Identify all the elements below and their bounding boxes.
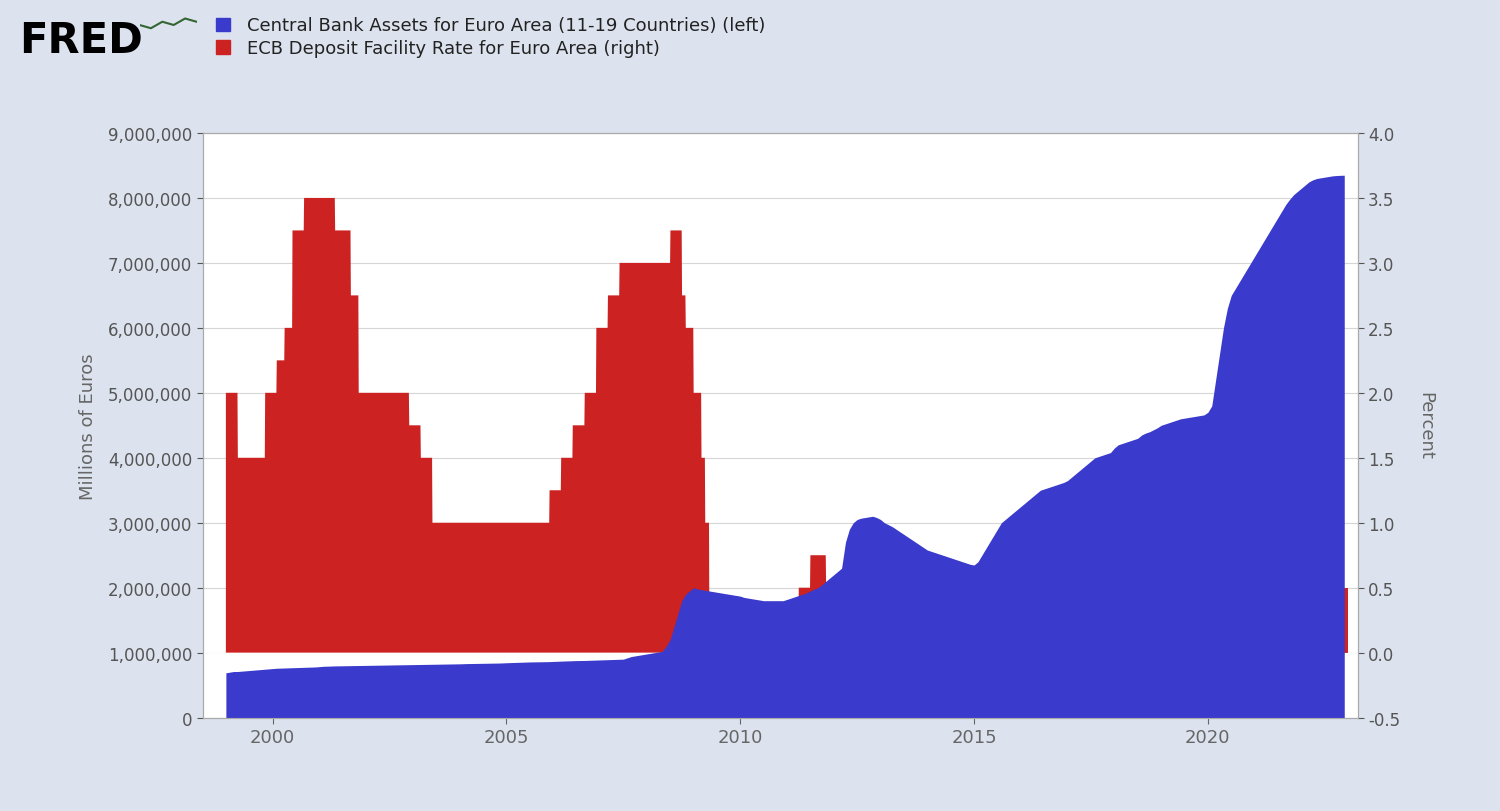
Y-axis label: Percent: Percent bbox=[1416, 392, 1434, 460]
Y-axis label: Millions of Euros: Millions of Euros bbox=[78, 353, 96, 499]
Text: FRED: FRED bbox=[20, 20, 144, 62]
Legend: Central Bank Assets for Euro Area (11-19 Countries) (left), ECB Deposit Facility: Central Bank Assets for Euro Area (11-19… bbox=[216, 17, 765, 58]
